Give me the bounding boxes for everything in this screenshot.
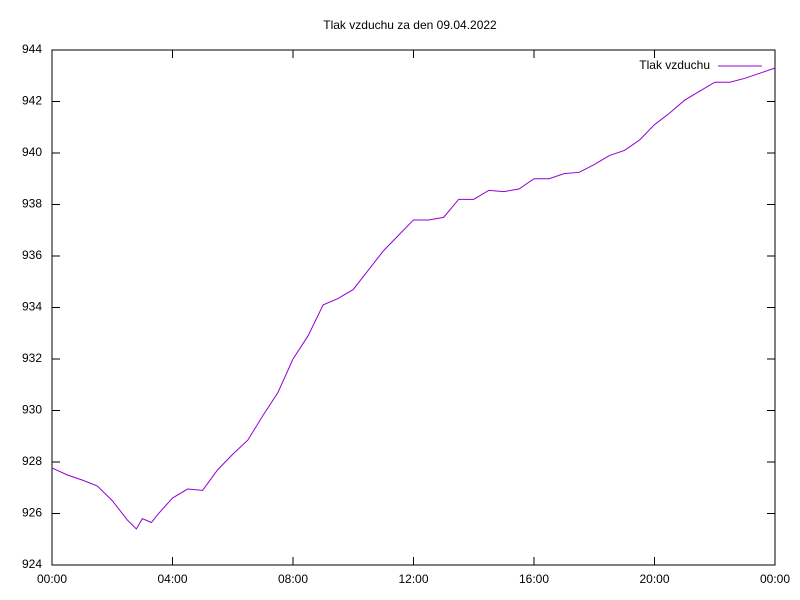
x-tick-label: 16:00 [519,572,549,586]
y-tick-label: 934 [22,300,42,314]
y-tick-label: 924 [22,557,42,571]
y-tick-label: 936 [22,248,42,262]
x-tick-label: 08:00 [278,572,308,586]
legend-label: Tlak vzduchu [639,58,710,72]
y-tick-label: 932 [22,351,42,365]
y-tick-label: 944 [22,42,42,56]
chart-title: Tlak vzduchu za den 09.04.2022 [323,18,497,32]
data-line [51,67,776,530]
y-tick-label: 940 [22,145,42,159]
y-tick-label: 930 [22,403,42,417]
y-tick-label: 928 [22,454,42,468]
y-tick-label: 926 [22,506,42,520]
x-tick-label: 20:00 [639,572,669,586]
y-tick-label: 942 [22,94,42,108]
x-tick-label: 04:00 [157,572,187,586]
x-tick-label: 12:00 [398,572,428,586]
x-tick-label: 00:00 [760,572,790,586]
x-tick-label: 00:00 [37,572,67,586]
y-tick-label: 938 [22,197,42,211]
